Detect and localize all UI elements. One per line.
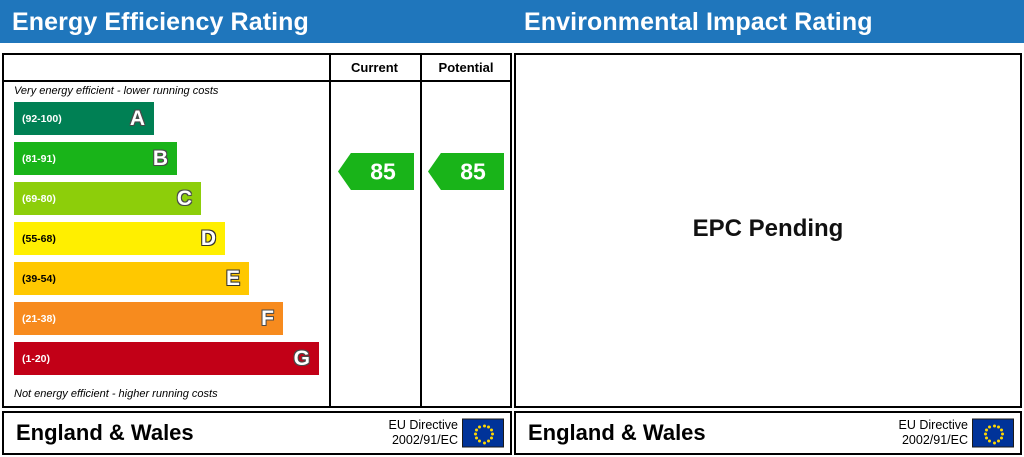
band-bar-d: (55-68) D [14,222,225,255]
footer-region-label-left: England & Wales [16,420,194,445]
potential-rating-arrow: 85 [428,153,504,190]
environmental-impact-panel: EPC Pending [514,53,1022,408]
eu-star [478,439,482,443]
eu-flag-icon [462,418,504,448]
potential-rating-column: 85 [422,82,510,406]
note-not-efficient: Not energy efficient - higher running co… [14,388,218,400]
band-range-e: (39-54) [22,272,56,285]
band-range-g: (1-20) [22,352,51,365]
header-band: Energy Efficiency Rating Environmental I… [0,0,1024,43]
eu-star [489,436,493,440]
eu-star [491,432,494,436]
band-bar-b: (81-91) B [14,142,177,175]
band-letter-b: B [152,146,168,170]
directive-line-1: EU Directive [898,418,968,432]
eu-star [984,432,987,436]
rating-bands-chart: Very energy efficient - lower running co… [4,82,329,406]
eu-star [992,441,996,444]
potential-rating-value: 85 [460,158,486,184]
band-letter-d: D [200,226,216,250]
eu-star [988,425,992,429]
directive-line-1: EU Directive [388,418,458,432]
epc-pending-message: EPC Pending [692,215,844,242]
eu-star [999,428,1003,432]
column-header-row: Current Potential [4,55,510,82]
eu-star [486,439,490,443]
eu-star [988,439,992,443]
column-divider-2 [420,55,422,406]
band-bar-g: (1-20) G [14,342,319,375]
band-bar-a: (92-100) A [14,102,154,135]
current-rating-value: 85 [370,158,396,184]
eu-star [999,436,1003,440]
column-header-current: Current [351,60,398,75]
band-range-d: (55-68) [22,232,56,245]
footer-directive-left: EU Directive 2002/91/EC [389,418,458,448]
band-letter-e: E [225,266,240,290]
band-bar-e: (39-54) E [14,262,249,295]
eu-star [482,441,486,444]
band-bar-list: (92-100) A (81-91) B (69-80) C (55-68) D [4,102,329,385]
band-letter-a: A [129,106,145,130]
eu-star [985,428,989,432]
column-divider-1 [329,55,331,406]
eu-star [478,425,482,429]
footer-left: England & Wales EU Directive 2002/91/EC [2,411,512,455]
eu-star [996,425,1000,429]
current-rating-column: 85 [331,82,420,406]
directive-line-2: 2002/91/EC [901,433,968,447]
band-bar-f: (21-38) F [14,302,283,335]
band-range-a: (92-100) [22,112,62,125]
environmental-impact-title: Environmental Impact Rating [524,8,873,36]
directive-line-2: 2002/91/EC [391,433,458,447]
band-letter-f: F [261,306,274,330]
eu-star [475,436,479,440]
eu-star [996,439,1000,443]
band-bar-c: (69-80) C [14,182,201,215]
footer-region-label-right: England & Wales [528,420,706,445]
eu-star [474,432,477,436]
eu-star [475,428,479,432]
band-letter-c: C [176,186,192,210]
band-range-f: (21-38) [22,312,56,325]
band-range-c: (69-80) [22,192,56,205]
eu-star [992,424,996,427]
column-header-potential: Potential [438,60,494,75]
eu-star [1001,432,1004,436]
eu-flag-icon [972,418,1014,448]
footer-right: England & Wales EU Directive 2002/91/EC [514,411,1022,455]
eu-star [482,424,486,427]
energy-efficiency-panel: Current Potential Very energy efficient … [2,53,512,408]
band-range-b: (81-91) [22,152,56,165]
eu-star [985,436,989,440]
eu-star [489,428,493,432]
band-letter-g: G [293,346,310,370]
footer-directive-right: EU Directive 2002/91/EC [899,418,968,448]
current-rating-arrow: 85 [338,153,414,190]
eu-star [486,425,490,429]
note-very-efficient: Very energy efficient - lower running co… [14,85,219,97]
energy-efficiency-title: Energy Efficiency Rating [12,8,309,36]
